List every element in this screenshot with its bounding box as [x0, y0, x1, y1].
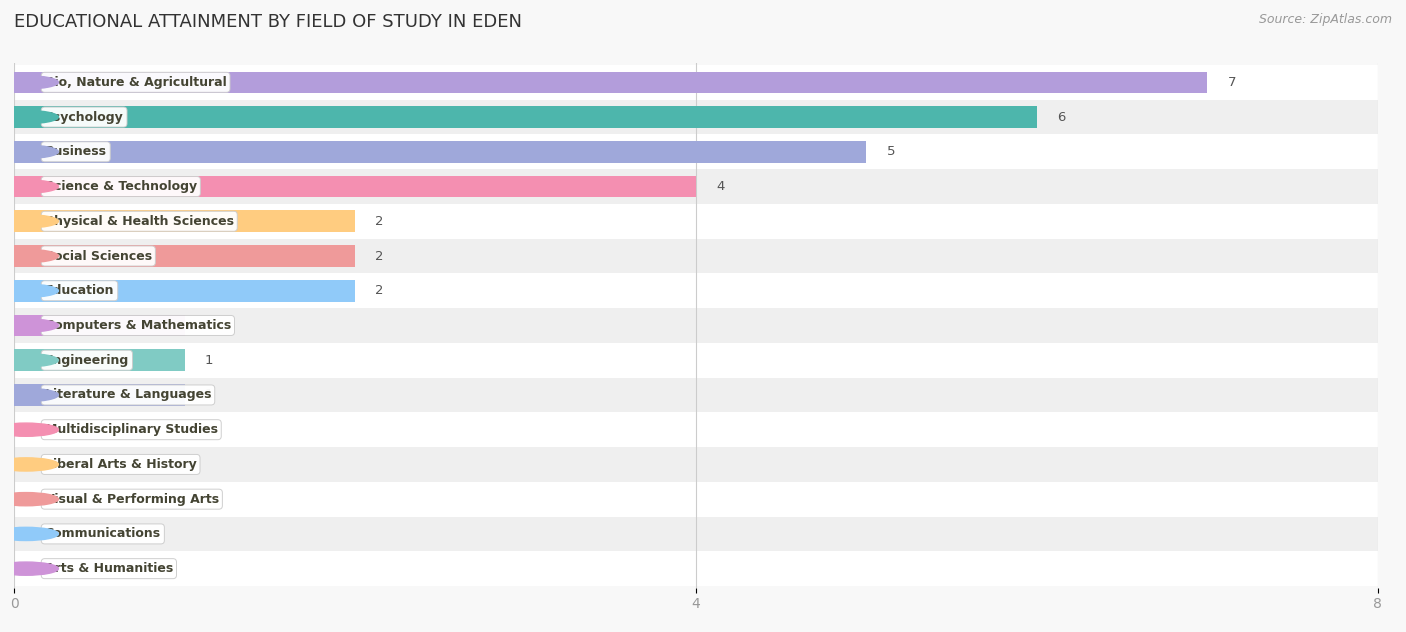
Bar: [14, 169, 1378, 204]
Text: Physical & Health Sciences: Physical & Health Sciences: [45, 215, 233, 228]
Circle shape: [0, 145, 59, 159]
Bar: [14, 204, 1378, 239]
Bar: [14, 343, 1378, 377]
Bar: [14, 280, 354, 301]
Circle shape: [0, 458, 59, 471]
Text: Liberal Arts & History: Liberal Arts & History: [45, 458, 197, 471]
Text: 7: 7: [1227, 76, 1236, 89]
Circle shape: [0, 319, 59, 332]
Circle shape: [0, 250, 59, 263]
Bar: [14, 349, 184, 371]
Text: 6: 6: [1057, 111, 1066, 123]
Text: Social Sciences: Social Sciences: [45, 250, 152, 262]
Text: 0: 0: [35, 528, 44, 540]
Circle shape: [0, 354, 59, 367]
Text: 0: 0: [35, 423, 44, 436]
Bar: [14, 447, 1378, 482]
Text: 2: 2: [375, 284, 384, 297]
Text: 4: 4: [717, 180, 725, 193]
Text: Engineering: Engineering: [45, 354, 129, 367]
Bar: [14, 384, 184, 406]
Circle shape: [0, 284, 59, 297]
Circle shape: [0, 215, 59, 228]
Bar: [14, 412, 1378, 447]
Text: Arts & Humanities: Arts & Humanities: [45, 562, 173, 575]
Text: Psychology: Psychology: [45, 111, 124, 123]
Text: 1: 1: [205, 354, 214, 367]
Bar: [14, 141, 866, 162]
Text: Education: Education: [45, 284, 114, 297]
Text: Visual & Performing Arts: Visual & Performing Arts: [45, 493, 219, 506]
Text: 2: 2: [375, 250, 384, 262]
Bar: [14, 245, 354, 267]
Text: 0: 0: [35, 562, 44, 575]
Circle shape: [0, 423, 59, 436]
Bar: [14, 239, 1378, 274]
Text: 2: 2: [375, 215, 384, 228]
Bar: [14, 106, 1038, 128]
Circle shape: [0, 388, 59, 401]
Text: Multidisciplinary Studies: Multidisciplinary Studies: [45, 423, 218, 436]
Bar: [14, 135, 1378, 169]
Text: 0: 0: [35, 493, 44, 506]
Circle shape: [0, 562, 59, 575]
Text: Computers & Mathematics: Computers & Mathematics: [45, 319, 231, 332]
Bar: [14, 516, 1378, 551]
Bar: [14, 377, 1378, 412]
Circle shape: [0, 527, 59, 540]
Circle shape: [0, 76, 59, 89]
Text: 0: 0: [35, 458, 44, 471]
Text: 1: 1: [205, 389, 214, 401]
Text: 5: 5: [887, 145, 896, 158]
Text: Science & Technology: Science & Technology: [45, 180, 197, 193]
Text: Bio, Nature & Agricultural: Bio, Nature & Agricultural: [45, 76, 226, 89]
Bar: [14, 210, 354, 232]
Bar: [14, 176, 696, 197]
Circle shape: [0, 180, 59, 193]
Text: 1: 1: [205, 319, 214, 332]
Text: Literature & Languages: Literature & Languages: [45, 389, 211, 401]
Bar: [14, 65, 1378, 100]
Bar: [14, 308, 1378, 343]
Bar: [14, 315, 184, 336]
Bar: [14, 100, 1378, 135]
Text: Business: Business: [45, 145, 107, 158]
Text: EDUCATIONAL ATTAINMENT BY FIELD OF STUDY IN EDEN: EDUCATIONAL ATTAINMENT BY FIELD OF STUDY…: [14, 13, 522, 30]
Text: Communications: Communications: [45, 528, 160, 540]
Bar: [14, 551, 1378, 586]
Text: Source: ZipAtlas.com: Source: ZipAtlas.com: [1258, 13, 1392, 26]
Bar: [14, 482, 1378, 516]
Circle shape: [0, 111, 59, 124]
Bar: [14, 274, 1378, 308]
Bar: [14, 71, 1208, 93]
Circle shape: [0, 492, 59, 506]
